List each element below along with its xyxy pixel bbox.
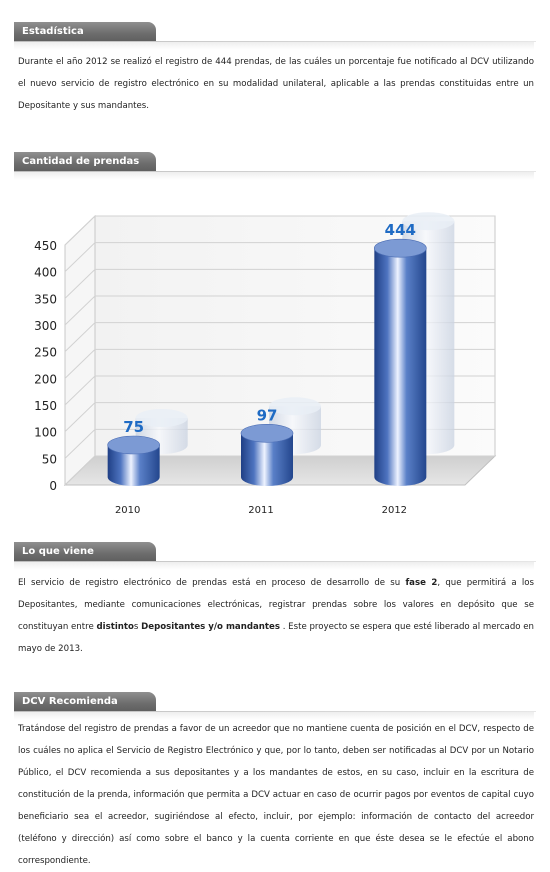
section-header-cantidad: Cantidad de prendas	[14, 152, 156, 172]
gridline	[64, 215, 495, 246]
data-label-2012: 444	[385, 221, 416, 239]
bold-segment: Depositantes y/o mandantes	[141, 622, 280, 632]
bar-shadow-top	[269, 397, 321, 416]
gridline	[64, 268, 495, 299]
x-tick-label: 2012	[382, 505, 407, 516]
section-header-lo-que-viene: Lo que viene	[14, 542, 156, 562]
estadistica-paragraph: Durante el año 2012 se realizó el regist…	[18, 57, 534, 111]
chart-side-wall	[64, 214, 96, 487]
data-label-2010: 75	[123, 418, 144, 436]
y-tick-label: 0	[49, 479, 57, 493]
y-tick-label: 400	[34, 266, 57, 280]
section-rule	[14, 711, 536, 712]
text-segment: . Este proyecto se espera que esté liber…	[18, 622, 535, 654]
text-segment: El servicio de registro electrónico de p…	[18, 578, 406, 588]
lo-que-viene-paragraph: El servicio de registro electrónico de p…	[18, 572, 534, 660]
bold-segment: distinto	[96, 622, 134, 632]
x-tick-label: 2010	[115, 505, 140, 516]
gridline	[64, 242, 495, 273]
y-tick-label: 50	[42, 452, 57, 466]
dcv-recomienda-paragraph: Tratándose del registro de prendas a fav…	[18, 724, 534, 866]
section-header-estadistica: Estadística	[14, 22, 156, 42]
y-tick-label: 200	[34, 372, 57, 386]
section-header-dcv-recomienda: DCV Recomienda	[14, 692, 156, 712]
bar-2011	[241, 433, 293, 486]
bar-2012	[374, 248, 427, 486]
section-shadow	[14, 562, 534, 570]
y-tick-label: 100	[34, 426, 57, 440]
gridline	[64, 322, 495, 353]
y-tick-label: 450	[34, 239, 57, 253]
bar-shadow-top	[402, 212, 455, 231]
gridline	[64, 348, 495, 379]
text-segment: , que permitirá a los Depositantes, medi…	[18, 578, 534, 632]
gridline	[64, 295, 495, 326]
gridline	[64, 428, 495, 459]
bold-segment: fase 2	[405, 578, 438, 588]
y-tick-label: 250	[34, 346, 57, 360]
prendas-bar-chart: 0 50 100 150 200 250 300 350 400 450 75 2010 97 2011 4…	[34, 212, 497, 516]
section-shadow	[14, 172, 534, 180]
gridline	[64, 402, 495, 433]
section-rule	[14, 561, 536, 562]
y-tick-label: 150	[34, 399, 57, 413]
bar-2010	[107, 445, 160, 486]
y-tick-label: 350	[34, 292, 57, 306]
section-shadow	[14, 42, 534, 50]
data-label-2011: 97	[257, 406, 278, 424]
x-tick-label: 2011	[248, 505, 273, 516]
gridline	[64, 375, 495, 406]
bar-top-2011	[240, 423, 294, 443]
gridline	[64, 455, 495, 486]
bar-top-2010	[107, 435, 160, 455]
text-segment: s	[133, 622, 142, 632]
section-rule	[14, 171, 536, 172]
bar-shadow-top	[135, 409, 188, 427]
bar-top-2012	[374, 238, 427, 258]
y-tick-label: 300	[34, 319, 57, 333]
section-rule	[14, 41, 536, 42]
section-shadow	[14, 712, 534, 720]
